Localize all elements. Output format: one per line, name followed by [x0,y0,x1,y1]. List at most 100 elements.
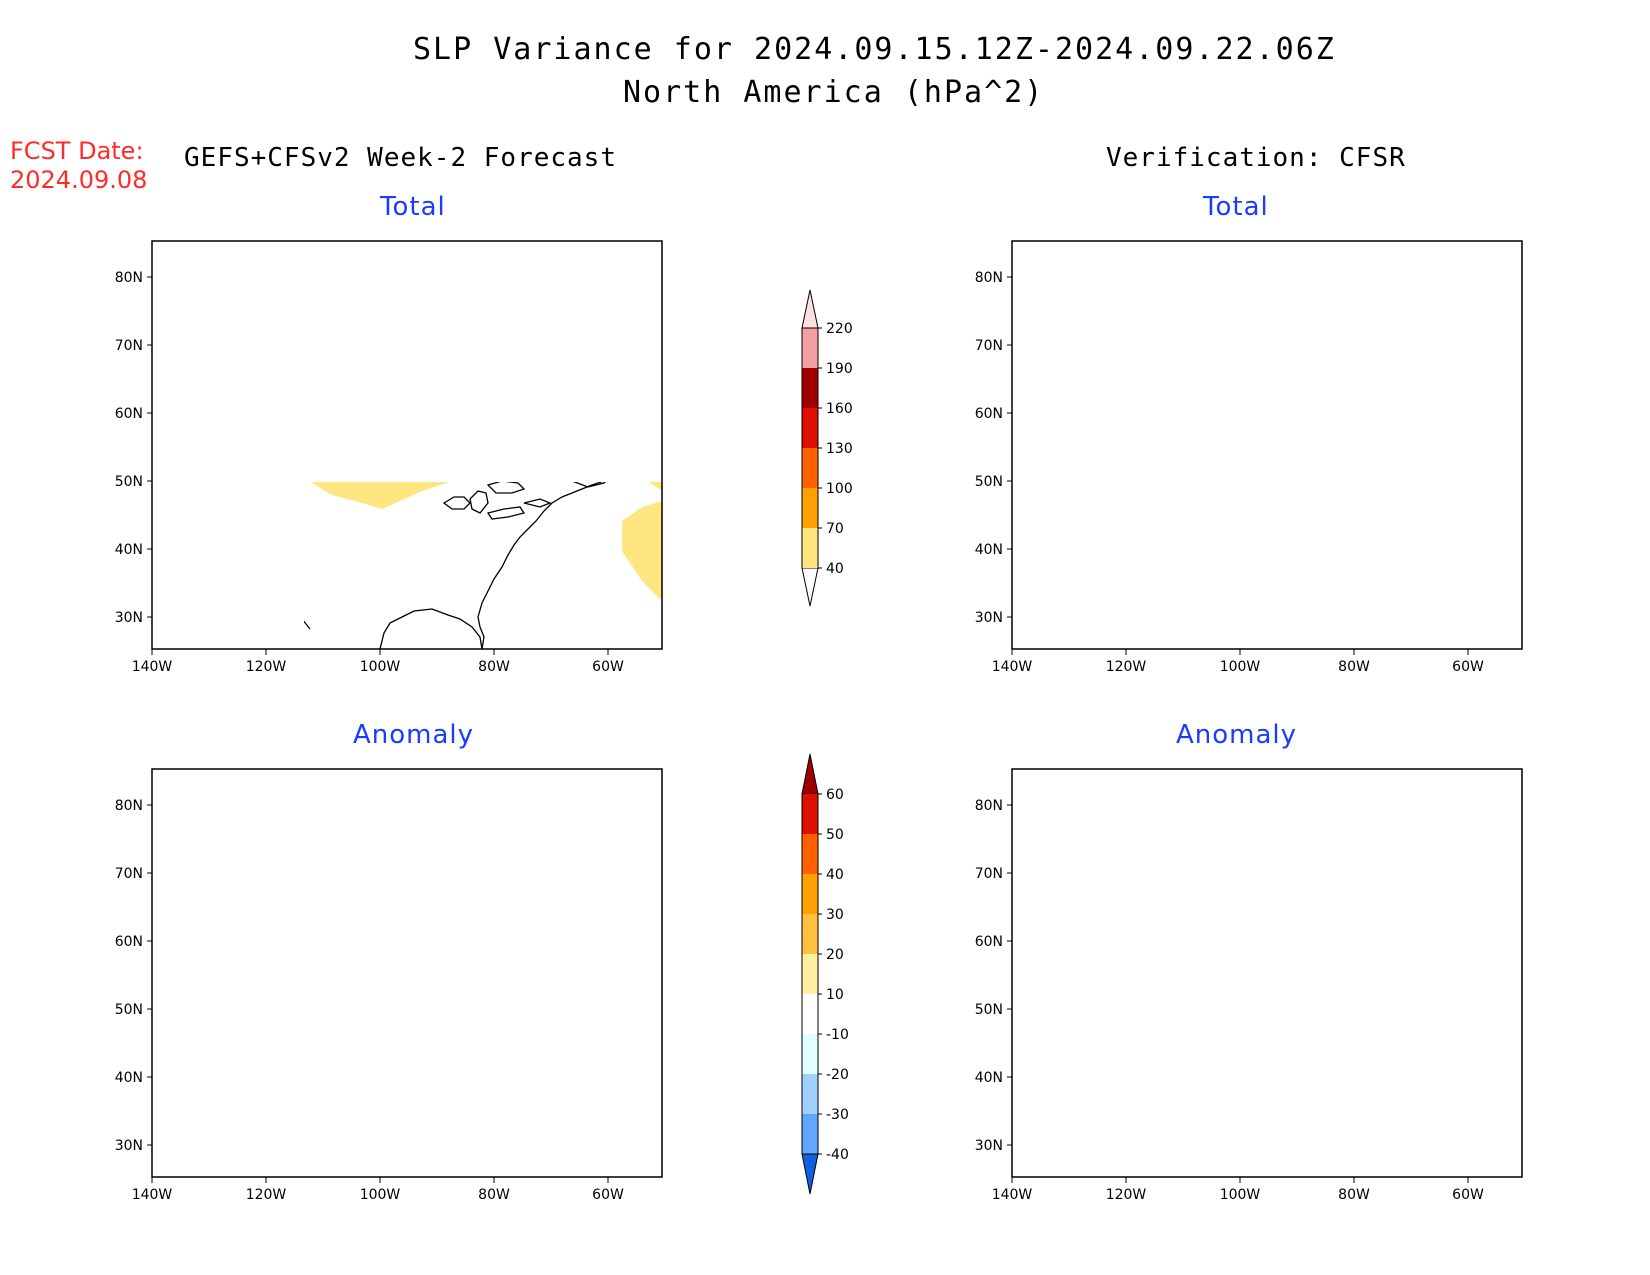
colorbar-total-label: 160 [826,401,853,417]
colorbar-anom-label: -10 [826,1027,849,1043]
lat-label-verif-anom: 70N [975,866,1003,882]
lon-label-fcst-total: 100W [360,659,401,675]
colorbar-anom-over [801,753,819,795]
fcst-anom-shade-20 [638,1079,662,1153]
lat-label-verif-total: 70N [975,338,1003,354]
lat-label-fcst-anom: 70N [115,866,143,882]
map-panel-verif-anom [1011,768,1523,1178]
lon-label-fcst-anom: 60W [592,1187,624,1203]
fcst-total-shade-40-east [622,501,662,601]
map-panel-fcst-anom [151,768,663,1178]
figure-title-line2: North America (hPa^2) [623,75,1045,110]
colorbar-anom-label: -20 [826,1067,849,1083]
lat-label-fcst-anom: 50N [115,1002,143,1018]
colorbar-anom-label: 50 [826,827,844,843]
lat-label-verif-total: 30N [975,610,1003,626]
forecast-header: GEFS+CFSv2 Week-2 Forecast [184,143,617,173]
lat-label-verif-anom: 80N [975,798,1003,814]
lon-label-verif-total: 120W [1106,659,1147,675]
lon-label-fcst-total: 60W [592,659,624,675]
lat-label-fcst-anom: 40N [115,1070,143,1086]
figure-title-line1: SLP Variance for 2024.09.15.12Z-2024.09.… [413,32,1336,67]
colorbar-anom-swatch [802,794,818,834]
colorbar-total-label: 70 [826,521,844,537]
lon-label-verif-total: 140W [992,659,1033,675]
lon-label-fcst-anom: 100W [360,1187,401,1203]
fcst-date-label: FCST Date: [10,137,144,165]
lon-label-verif-anom: 60W [1452,1187,1484,1203]
lon-label-fcst-total: 120W [246,659,287,675]
verif-anom-shade-neg20-nw [1012,769,1232,829]
colorbar-total-label: 40 [826,561,844,577]
lat-label-verif-anom: 40N [975,1070,1003,1086]
lat-label-verif-anom: 60N [975,934,1003,950]
lon-label-fcst-anom: 140W [132,1187,173,1203]
lat-label-verif-anom: 50N [975,1002,1003,1018]
lat-label-fcst-total: 60N [115,406,143,422]
verif-total-shade-40 [1012,325,1234,479]
lat-label-verif-total: 40N [975,542,1003,558]
lat-label-fcst-total: 70N [115,338,143,354]
verif-total-shade-40-ne [1492,269,1522,303]
lon-label-verif-total: 60W [1452,659,1484,675]
panel-title-verif-total: Total [1203,192,1269,222]
verif-anom-shade-neg40 [1098,821,1522,1039]
fcst-anom-shade-neg20 [382,849,662,1049]
fcst-anom-shade-10-a [202,881,264,905]
lon-label-fcst-total: 140W [132,659,173,675]
colorbar-anom-swatch [802,954,818,994]
colorbar-total-label: 220 [826,321,853,337]
colorbar-anomaly: 60 50 40 30 20 10 -10 -20 -30 -40 [801,753,849,1195]
fcst-anom-shade-10-c [152,903,186,955]
lat-label-verif-total: 50N [975,474,1003,490]
colorbar-total-swatch [802,528,818,568]
verif-total-shade-70 [1190,475,1216,507]
colorbar-total-under [801,567,819,607]
lon-label-verif-anom: 100W [1220,1187,1261,1203]
lat-label-fcst-anom: 80N [115,798,143,814]
colorbar-total: 40 70 100 130 160 190 220 [801,289,853,607]
colorbar-total-swatch [802,448,818,488]
lat-label-fcst-total: 40N [115,542,143,558]
lat-label-fcst-total: 30N [115,610,143,626]
lon-label-fcst-anom: 80W [478,1187,510,1203]
fcst-anom-shade-neg40 [462,897,662,1019]
colorbar-anom-label: 20 [826,947,844,963]
verif-total-shade-70-pac [1012,411,1030,455]
colorbar-anom-swatch [802,994,818,1034]
colorbar-anom-label: -30 [826,1107,849,1123]
lat-label-fcst-total: 80N [115,270,143,286]
map-frame-fcst-anom [151,768,663,1178]
colorbar-anom-swatch [802,914,818,954]
verif-total-shade-70-spot [1260,421,1270,431]
colorbar-anom-label: 10 [826,987,844,1003]
lon-label-verif-total: 100W [1220,659,1261,675]
lon-label-verif-anom: 120W [1106,1187,1147,1203]
axes-layer: 80N 70N 60N 50N 40N 30N 140W 120W 100W 80W 60W 80N 7… [115,270,1484,1203]
fcst-anom-shade-neg10-main [302,809,662,1119]
lon-label-verif-total: 80W [1338,659,1370,675]
colorbar-total-swatch [802,328,818,368]
fcst-total-shade-70-east [400,357,532,437]
verif-anom-shade-neg40-nw [1112,861,1188,885]
lat-label-verif-anom: 30N [975,1138,1003,1154]
verif-anom-shade-20 [1172,999,1198,1027]
colorbar-total-over [801,289,819,329]
fcst-anom-shade-10-b [412,859,504,919]
fcst-total-shade-70-pac [152,399,174,453]
lon-label-fcst-total: 80W [478,659,510,675]
verif-anom-shade-30 [1178,1005,1194,1023]
lat-label-fcst-total: 50N [115,474,143,490]
lat-label-verif-total: 80N [975,270,1003,286]
panel-title-fcst-total: Total [380,192,446,222]
panel-title-fcst-anom: Anomaly [353,720,475,750]
colorbar-total-label: 100 [826,481,853,497]
verif-anom-shade-neg20-west [1012,983,1030,1061]
colorbar-anom-label: 40 [826,867,844,883]
colorbar-anom-under [801,1153,819,1195]
lon-label-verif-anom: 140W [992,1187,1033,1203]
fcst-anom-shade-30 [646,1089,662,1143]
verification-header: Verification: CFSR [1106,143,1406,173]
verif-anom-shade-neg20-main [1072,799,1522,1079]
colorbar-anom-label: -40 [826,1147,849,1163]
